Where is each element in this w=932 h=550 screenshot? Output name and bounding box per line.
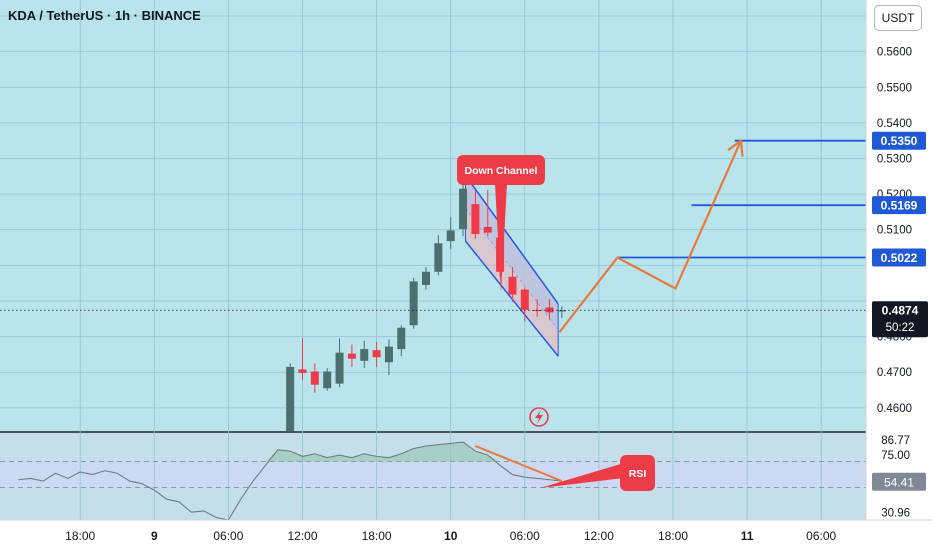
- target-level-label: 0.5350: [881, 134, 918, 148]
- price-axis-tick: 0.5500: [877, 82, 912, 94]
- current-price-label: 0.4874: [882, 304, 919, 318]
- target-level-label: 0.5022: [881, 251, 918, 265]
- rsi-axis-tick: 30.96: [881, 507, 910, 519]
- rsi-current-label: 54.41: [884, 475, 914, 489]
- price-axis-tick: 0.5400: [877, 118, 912, 130]
- rsi-axis-tick: 86.77: [881, 435, 910, 447]
- time-axis-tick: 18:00: [658, 529, 688, 543]
- time-axis-tick: 06:00: [213, 529, 243, 543]
- candle-body: [310, 371, 319, 385]
- candle-body: [483, 226, 492, 233]
- time-axis-tick: 18:00: [362, 529, 392, 543]
- rsi-divergence-line: [475, 445, 563, 482]
- lightning-icon-ring: [529, 407, 549, 427]
- target-level-label-box: [872, 131, 926, 150]
- price-axis-tick: 0.5100: [877, 225, 912, 237]
- main-pane: [0, 0, 866, 431]
- target-level-label: 0.5169: [881, 199, 918, 213]
- time-axis-tick: 12:00: [287, 529, 317, 543]
- rsi-callout-box: [620, 455, 655, 491]
- time-axis-tick: 10: [444, 529, 458, 543]
- candle-body: [360, 349, 369, 361]
- price-axis-tick: 0.4700: [877, 367, 912, 379]
- channel-upper-fill: [465, 175, 559, 331]
- chart-title: KDA / TetherUS · 1h · BINANCE: [8, 8, 201, 23]
- candle-body: [298, 369, 307, 373]
- time-axis-tick: 12:00: [584, 529, 614, 543]
- down-channel-callout-label: Down Channel: [465, 165, 538, 177]
- rsi-callout-pointer: [540, 463, 624, 488]
- candle-body: [323, 371, 332, 389]
- rsi-line: [18, 441, 562, 520]
- countdown-label: 50:22: [886, 322, 915, 334]
- candle-body: [520, 289, 529, 310]
- time-axis-tick: 18:00: [65, 529, 95, 543]
- candle-body: [422, 271, 430, 285]
- candle-body: [459, 188, 468, 230]
- time-axis-tick: 06:00: [806, 529, 836, 543]
- candle-body: [372, 350, 381, 358]
- rsi-plot-group: [0, 441, 866, 520]
- candle-body: [471, 204, 480, 235]
- rsi-callout-label: RSI: [629, 468, 647, 480]
- price-plot-group: Down Channel: [0, 138, 866, 431]
- price-axis-tick: 0.4600: [877, 403, 912, 415]
- target-level-label-box: [872, 248, 926, 267]
- candle-body: [347, 353, 356, 359]
- down-channel-callout-pointer: [495, 184, 507, 293]
- rsi-overbought-fill: [18, 442, 562, 462]
- candle-body: [397, 327, 406, 350]
- rsi-axis-tick: 75.00: [881, 450, 910, 462]
- price-axis-tick: 0.5300: [877, 154, 912, 166]
- candle-body: [508, 276, 517, 295]
- channel-mid-line: [465, 208, 559, 331]
- down-channel-callout-box: [457, 155, 545, 185]
- lightning-icon-bolt: [535, 410, 543, 424]
- time-axis-tick: 06:00: [510, 529, 540, 543]
- currency-button[interactable]: USDT: [874, 5, 922, 31]
- time-axis-tick: 11: [741, 529, 754, 543]
- candle-body: [557, 310, 566, 312]
- lightning-icon: [529, 407, 549, 427]
- current-price-label-box: [872, 301, 928, 338]
- projection-arrowhead: [727, 138, 744, 157]
- target-level-label-box: [872, 196, 926, 215]
- candle-body: [409, 281, 418, 326]
- channel-lower-line: [464, 240, 559, 357]
- time-axis-tick: 9: [151, 529, 158, 543]
- channel-upper-line: [464, 175, 559, 305]
- rsi-current-label-box: [872, 472, 926, 491]
- rsi-band: [0, 461, 866, 488]
- candle-body: [434, 243, 443, 272]
- candle-body: [446, 230, 455, 242]
- candle-body: [335, 352, 344, 384]
- candle-body: [286, 366, 295, 431]
- candle-body: [384, 346, 393, 363]
- price-axis-tick: 0.5600: [877, 47, 912, 59]
- projection-path: [558, 140, 742, 334]
